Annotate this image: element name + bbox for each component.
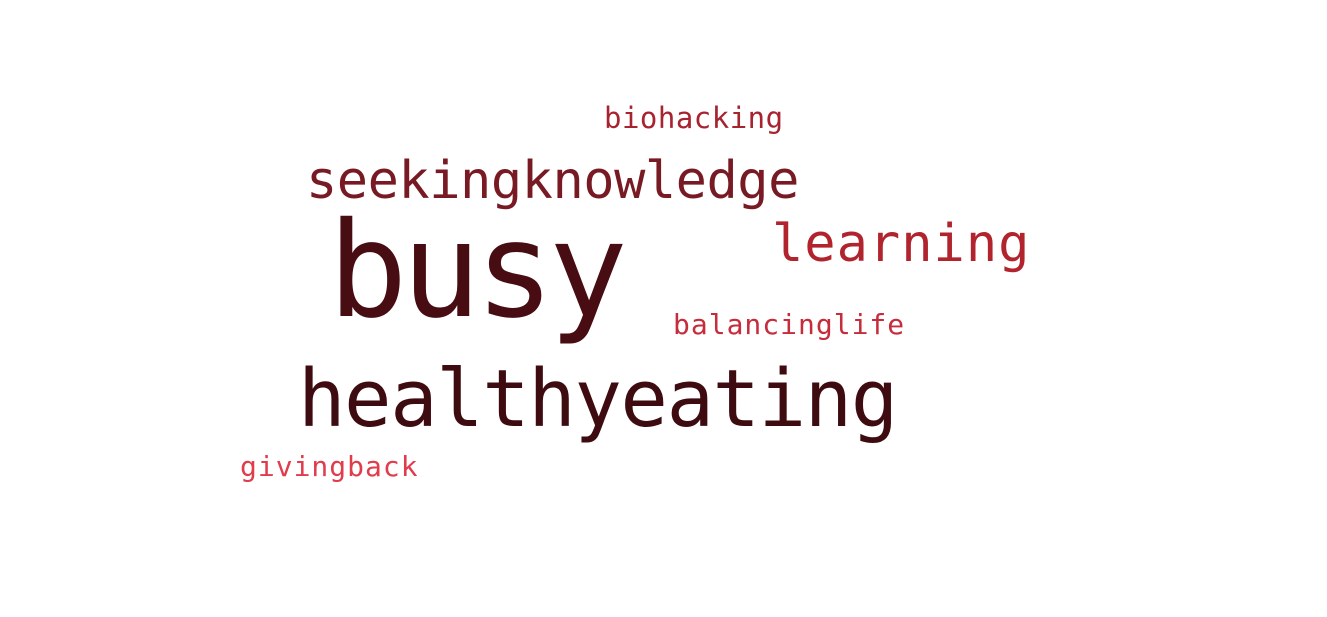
- word-givingback: givingback: [240, 450, 419, 483]
- word-balancinglife: balancinglife: [673, 308, 906, 341]
- word-busy: busy: [328, 194, 628, 348]
- word-healthyeating: healthyeating: [298, 353, 898, 445]
- word-seekingknowledge: seekingknowledge: [306, 151, 799, 211]
- word-biohacking: biohacking: [604, 101, 784, 135]
- word-learning: learning: [772, 214, 1031, 274]
